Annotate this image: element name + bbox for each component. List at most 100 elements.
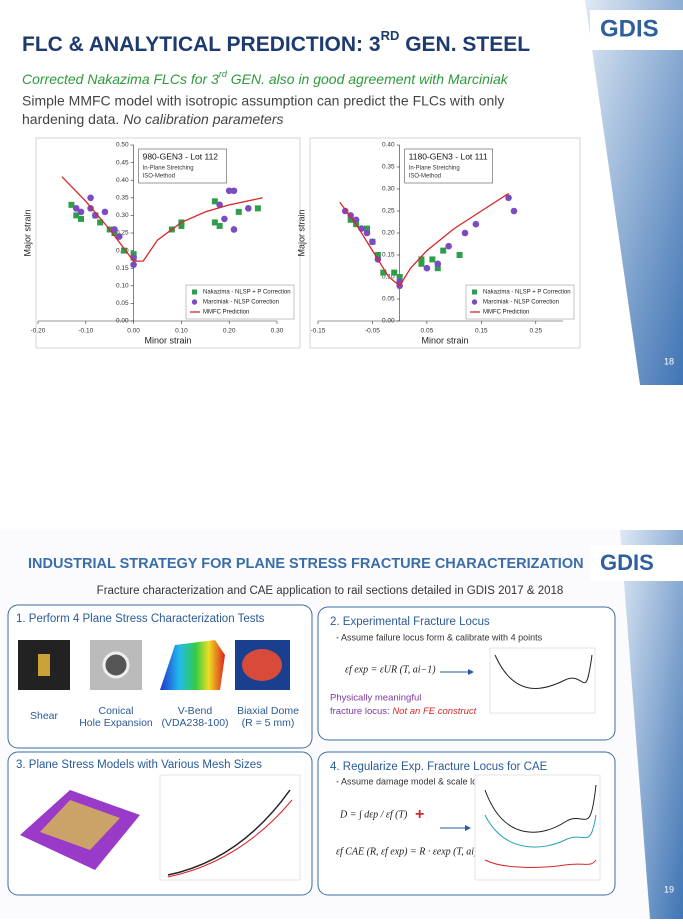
point [374,252,381,258]
y-axis-label: Major strain [22,209,32,256]
legend-swatch [191,299,198,305]
y-tick-label: 0.20 [382,230,395,237]
annotation-box [404,148,493,184]
test-label: (VDA238-100) [161,717,228,729]
mesh-curve [167,799,293,878]
x-tick-label: -0.05 [365,328,380,335]
x-tick-label: -0.15 [311,328,326,335]
point [510,207,518,215]
point [254,205,261,212]
mesh-model [40,800,120,850]
logo-band [590,10,683,50]
locus-curve [484,859,597,868]
subtitle: Corrected Nakazima FLCs for 3rd GEN. als… [22,69,509,86]
slide-1: GDIS FLC & ANALYTICAL PREDICTION: 3RD GE… [22,0,683,385]
point [121,247,128,254]
x-tick-label: -0.10 [78,328,93,335]
point [97,219,104,226]
decoration [585,0,683,385]
annotation: In-Plane Stretching [143,166,194,172]
page-number: 19 [664,884,674,894]
logo-band [590,545,683,581]
point [225,187,233,195]
annotation: ISO-Method [409,174,441,180]
x-tick-label: 0.00 [127,328,140,335]
y-tick-label: 0.25 [382,208,395,215]
subtitle-sup: rd [219,69,228,79]
logo: GDIS [600,15,659,42]
point [216,222,223,229]
caption: fracture locus: Not an FE construct [330,706,477,717]
point [111,226,118,233]
legend-label: MMFC Prediction [203,310,249,316]
legend-label: Marciniak - NLSP Correction [483,300,559,306]
formula: εf exp = εUR (T, ai−1) [345,664,436,675]
page-number: 18 [664,356,674,366]
point [456,252,463,258]
legend-swatch [472,289,477,295]
locus-curve [494,654,593,689]
point [72,205,80,212]
body-text: hardening data. No calibration parameter… [22,111,284,127]
slide-title: INDUSTRIAL STRATEGY FOR PLANE STRESS FRA… [28,556,584,572]
body-text: hardening data. [22,111,119,127]
slide-2: GDIS INDUSTRIAL STRATEGY FOR PLANE STRES… [0,530,683,919]
locus-plot [489,647,596,714]
arrow [465,825,471,831]
legend-label: Nakazima - NLSP + P Correction [203,290,291,296]
point [130,251,137,258]
caption: Physically meaningful [330,693,421,704]
y-tick-label: 0.45 [116,159,129,166]
point [434,260,442,268]
point [221,215,228,223]
point [396,274,403,280]
x-tick-label: 0.05 [421,328,434,335]
subtitle-text: GEN. also in good agreement with Marcini… [227,71,509,87]
point [391,269,398,276]
point [115,233,123,240]
legend-swatch [192,289,197,295]
point [211,219,218,226]
point [211,198,218,205]
chart-title: 1180-GEN3 - Lot 111 [409,151,488,161]
panel-note: - Assume failure locus form & calibrate … [336,632,543,642]
fit-line [61,176,263,262]
test-label: Biaxial Dome [237,705,299,717]
point [101,208,109,216]
legend-label: Marciniak - NLSP Correction [203,300,279,306]
mesh-plot [159,774,301,881]
title-text: GEN. STEEL [399,33,530,56]
point [440,247,447,254]
point [445,242,452,250]
test-label: Shear [30,710,59,722]
x-tick-label: 0.10 [175,328,188,335]
locus-curve [484,814,597,848]
point [418,256,425,263]
body-text: Simple MMFC model with isotropic assumpt… [22,93,504,109]
test-label: (R = 5 mm) [242,717,295,729]
point [369,238,376,246]
x-tick-label: 0.25 [529,328,542,335]
y-tick-label: 0.00 [116,318,129,325]
point [363,229,371,237]
vbend-image [160,640,225,690]
annotation: ISO-Method [143,174,175,180]
y-tick-label: 0.40 [382,142,395,149]
x-tick-label: 0.20 [223,328,236,335]
y-tick-label: 0.30 [116,212,129,219]
formula: εf CAE (R, εf exp) = R · εexp (T, ai) [336,846,478,857]
mesh-curve [167,789,291,876]
subtitle: Fracture characterization and CAE applic… [97,585,564,597]
point [216,201,223,209]
annotation: In-Plane Stretching [409,166,460,172]
title-text: FLC & ANALYTICAL PREDICTION: 3 [22,33,381,56]
plus: + [415,806,424,823]
panel-heading: 3. Plane Stress Models with Various Mesh… [16,759,262,771]
point [245,205,252,212]
x-tick-label: 0.30 [271,328,284,335]
point [429,256,436,263]
regularize-plot [474,774,601,881]
y-tick-label: 0.15 [116,265,129,272]
point [68,201,75,208]
